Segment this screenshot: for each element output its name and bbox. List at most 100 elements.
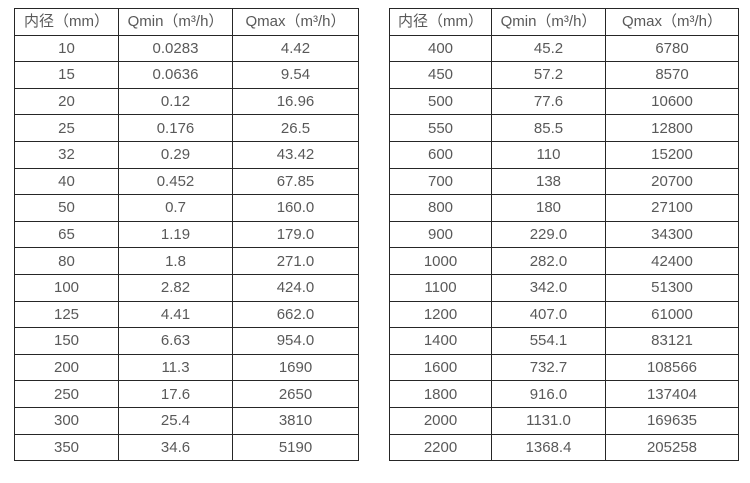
cell-diameter: 2200 [389,433,492,462]
cell-diameter: 80 [14,247,119,275]
table-row: 125 4.41 662.0 [14,300,359,329]
cell-qmin: 57.2 [491,61,606,89]
table-row: 32 0.29 43.42 [14,140,359,169]
header-cell-qmax: Qmax（m³/h） [605,8,739,36]
cell-qmin: 407.0 [491,300,606,329]
header-row: 内径（mm） Qmin（m³/h） Qmax（m³/h） [14,8,359,36]
cell-diameter: 1600 [389,353,492,382]
table-row: 1600 732.7 108566 [389,353,739,382]
table-row: 450 57.2 8570 [389,61,739,89]
header-cell-qmax: Qmax（m³/h） [232,8,359,36]
cell-qmin: 0.29 [118,140,233,169]
cell-diameter: 450 [389,61,492,89]
cell-qmin: 6.63 [118,327,233,355]
cell-diameter: 1100 [389,273,492,302]
table-row: 150 6.63 954.0 [14,327,359,355]
table-row: 50 0.7 160.0 [14,194,359,222]
flow-spec-table-small-diameters: 内径（mm） Qmin（m³/h） Qmax（m³/h） 10 0.0283 4.42 15… [14,8,359,462]
cell-diameter: 65 [14,220,119,249]
cell-diameter: 900 [389,220,492,249]
cell-diameter: 500 [389,87,492,116]
cell-qmin: 138 [491,167,606,196]
cell-diameter: 25 [14,114,119,142]
cell-qmax: 15200 [605,140,739,169]
table-row: 350 34.6 5190 [14,433,359,462]
cell-qmax: 137404 [605,380,739,408]
cell-qmax: 34300 [605,220,739,249]
cell-qmax: 169635 [605,406,739,435]
cell-diameter: 1000 [389,247,492,275]
cell-qmin: 0.12 [118,87,233,116]
cell-qmin: 2.82 [118,273,233,302]
cell-qmax: 51300 [605,273,739,302]
cell-qmax: 16.96 [232,87,359,116]
cell-qmax: 27100 [605,194,739,222]
cell-diameter: 2000 [389,406,492,435]
cell-qmin: 0.0283 [118,34,233,63]
cell-diameter: 300 [14,406,119,435]
table-row: 25 0.176 26.5 [14,114,359,142]
cell-qmax: 271.0 [232,247,359,275]
header-cell-qmin: Qmin（m³/h） [491,8,606,36]
cell-qmax: 5190 [232,433,359,462]
cell-diameter: 100 [14,273,119,302]
cell-qmax: 4.42 [232,34,359,63]
cell-qmax: 108566 [605,353,739,382]
cell-diameter: 1400 [389,327,492,355]
table-row: 1800 916.0 137404 [389,380,739,408]
cell-qmin: 34.6 [118,433,233,462]
table-row: 100 2.82 424.0 [14,273,359,302]
table-row: 900 229.0 34300 [389,220,739,249]
cell-diameter: 550 [389,114,492,142]
cell-qmin: 1.19 [118,220,233,249]
table-row: 20 0.12 16.96 [14,87,359,116]
cell-diameter: 400 [389,34,492,63]
header-cell-diameter: 内径（mm） [389,8,492,36]
cell-qmax: 20700 [605,167,739,196]
table-row: 400 45.2 6780 [389,34,739,63]
cell-diameter: 125 [14,300,119,329]
cell-qmin: 342.0 [491,273,606,302]
table-row: 65 1.19 179.0 [14,220,359,249]
cell-diameter: 700 [389,167,492,196]
cell-qmax: 42400 [605,247,739,275]
table-row: 10 0.0283 4.42 [14,34,359,63]
cell-qmin: 25.4 [118,406,233,435]
cell-qmax: 67.85 [232,167,359,196]
cell-diameter: 10 [14,34,119,63]
flow-spec-table-large-diameters: 内径（mm） Qmin（m³/h） Qmax（m³/h） 400 45.2 6780 450… [389,8,739,462]
cell-qmin: 1131.0 [491,406,606,435]
table-row: 300 25.4 3810 [14,406,359,435]
table-row: 600 110 15200 [389,140,739,169]
table-row: 80 1.8 271.0 [14,247,359,275]
table-row: 1200 407.0 61000 [389,300,739,329]
cell-qmin: 1368.4 [491,433,606,462]
cell-qmax: 954.0 [232,327,359,355]
cell-diameter: 32 [14,140,119,169]
table-row: 2000 1131.0 169635 [389,406,739,435]
cell-qmin: 0.0636 [118,61,233,89]
cell-qmin: 0.176 [118,114,233,142]
cell-diameter: 15 [14,61,119,89]
cell-diameter: 1200 [389,300,492,329]
cell-qmin: 180 [491,194,606,222]
cell-qmin: 17.6 [118,380,233,408]
table-row: 500 77.6 10600 [389,87,739,116]
table-row: 250 17.6 2650 [14,380,359,408]
cell-qmin: 45.2 [491,34,606,63]
cell-qmax: 10600 [605,87,739,116]
cell-diameter: 200 [14,353,119,382]
cell-qmax: 424.0 [232,273,359,302]
cell-qmax: 662.0 [232,300,359,329]
cell-qmax: 179.0 [232,220,359,249]
header-row: 内径（mm） Qmin（m³/h） Qmax（m³/h） [389,8,739,36]
cell-qmin: 0.7 [118,194,233,222]
table-row: 1400 554.1 83121 [389,327,739,355]
cell-qmin: 1.8 [118,247,233,275]
cell-qmax: 43.42 [232,140,359,169]
page-container: 内径（mm） Qmin（m³/h） Qmax（m³/h） 10 0.0283 4.42 15… [14,8,739,462]
table-row: 550 85.5 12800 [389,114,739,142]
cell-qmax: 61000 [605,300,739,329]
cell-qmax: 160.0 [232,194,359,222]
cell-qmax: 12800 [605,114,739,142]
